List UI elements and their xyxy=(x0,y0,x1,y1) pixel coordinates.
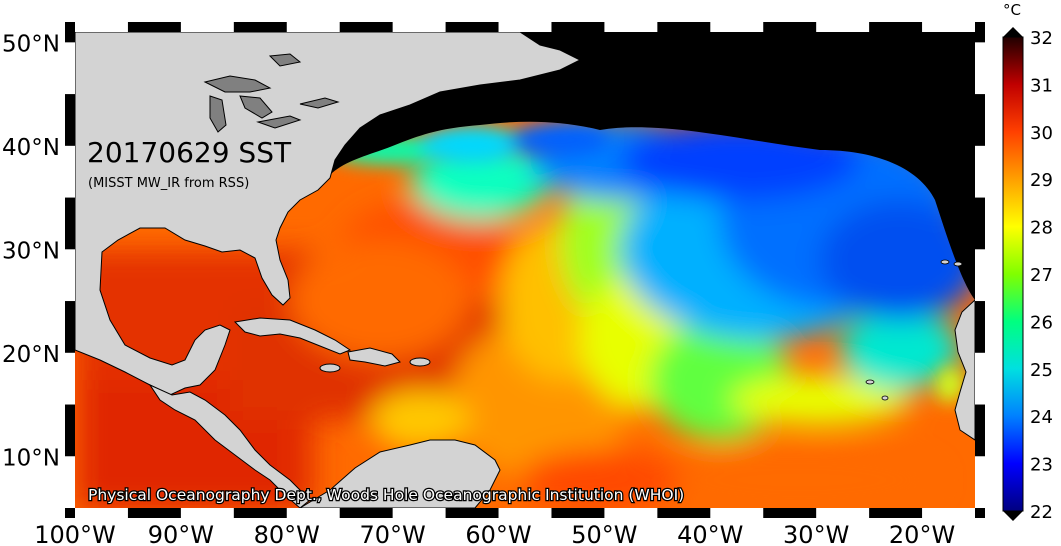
frame-tick xyxy=(286,22,340,32)
frame-tick xyxy=(975,42,985,95)
colorbar-label: 26 xyxy=(1030,312,1053,333)
hispaniola-land xyxy=(347,347,401,367)
frame-tick xyxy=(975,352,985,405)
frame-tick xyxy=(65,249,75,302)
colorbar: °C 32 31 30 29 28 27 26 25 24 23 22 xyxy=(1002,1,1053,523)
colorbar-ramp xyxy=(1002,36,1024,512)
latitude-labels: 50°N 40°N 30°N 20°N 10°N xyxy=(2,31,60,471)
longitude-label: 90°W xyxy=(148,521,214,546)
frame-tick xyxy=(180,22,234,32)
map-title: 20170629 SST xyxy=(87,136,292,169)
south-america-land xyxy=(299,439,501,508)
colorbar-label: 25 xyxy=(1030,360,1053,381)
jamaica-land xyxy=(319,363,341,373)
frame-tick xyxy=(975,145,985,198)
frame-tick xyxy=(604,22,658,32)
frame-tick xyxy=(180,508,234,518)
frame-tick xyxy=(392,508,446,518)
ice-mask xyxy=(75,32,975,300)
colorbar-label: 29 xyxy=(1030,170,1053,191)
frame-tick xyxy=(498,22,552,32)
latitude-label: 30°N xyxy=(2,238,60,264)
colorbar-bottom-arrow xyxy=(1003,511,1023,521)
frame-tick xyxy=(922,508,975,518)
frame-tick xyxy=(975,249,985,302)
colorbar-unit: °C xyxy=(1003,1,1021,19)
frame-tick xyxy=(286,508,340,518)
frame-tick xyxy=(710,508,764,518)
great-lakes xyxy=(203,53,340,133)
colorbar-label: 30 xyxy=(1030,123,1053,144)
frame-tick xyxy=(816,508,870,518)
north-america-land xyxy=(75,32,582,396)
frame-checker-ticks xyxy=(65,22,985,518)
puerto-rico-land xyxy=(409,357,431,367)
frame-tick xyxy=(604,508,658,518)
longitude-label: 60°W xyxy=(465,521,531,546)
latitude-label: 20°N xyxy=(2,342,60,368)
longitude-labels: 100°W 90°W 80°W 70°W 60°W 50°W 40°W 30°W 20°W xyxy=(34,521,955,546)
longitude-label: 50°W xyxy=(571,521,637,546)
frame-tick xyxy=(75,508,128,518)
frame-tick xyxy=(816,22,870,32)
colorbar-labels: 32 31 30 29 28 27 26 25 24 23 22 xyxy=(1030,28,1053,523)
frame-tick xyxy=(498,508,552,518)
longitude-label: 80°W xyxy=(254,521,320,546)
colorbar-label: 23 xyxy=(1030,455,1053,476)
colorbar-label: 31 xyxy=(1030,75,1053,96)
frame-tick xyxy=(75,22,128,32)
frame-tick xyxy=(392,22,446,32)
sst-field xyxy=(75,32,975,508)
frame-tick xyxy=(65,352,75,405)
cuba-land xyxy=(233,317,352,355)
longitude-label: 30°W xyxy=(783,521,849,546)
frame-tick xyxy=(65,145,75,198)
africa-land xyxy=(954,299,975,441)
map-subtitle: (MISST MW_IR from RSS) xyxy=(88,176,249,191)
central-america-land xyxy=(148,383,311,508)
latitude-label: 40°N xyxy=(2,135,60,161)
longitude-label: 100°W xyxy=(34,521,116,546)
frame-tick xyxy=(922,22,975,32)
frame-tick xyxy=(65,456,75,508)
colorbar-label: 24 xyxy=(1030,407,1053,428)
longitude-label: 40°W xyxy=(677,521,743,546)
map-credit: Physical Oceanography Dept., Woods Hole … xyxy=(88,486,684,504)
colorbar-label: 22 xyxy=(1030,502,1053,523)
colorbar-label: 27 xyxy=(1030,265,1053,286)
frame-tick xyxy=(975,456,985,508)
latitude-label: 50°N xyxy=(2,31,60,57)
longitude-label: 70°W xyxy=(360,521,426,546)
latitude-label: 10°N xyxy=(2,445,60,471)
colorbar-label: 32 xyxy=(1030,28,1053,49)
frame-tick xyxy=(65,42,75,95)
frame-tick xyxy=(710,22,764,32)
colorbar-label: 28 xyxy=(1030,218,1053,239)
colorbar-top-arrow xyxy=(1003,27,1023,37)
atlantic-islands xyxy=(865,259,963,401)
longitude-label: 20°W xyxy=(889,521,955,546)
